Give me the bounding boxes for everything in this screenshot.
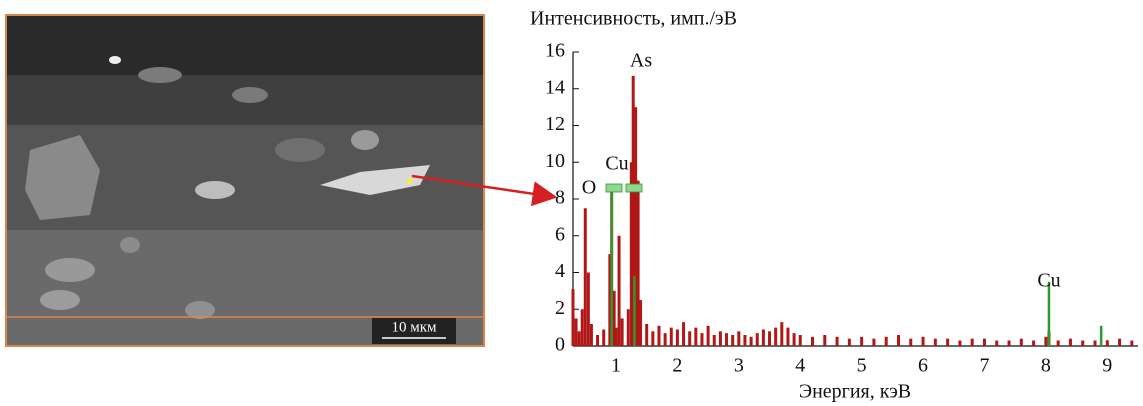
y-tick-label: 12 [545,113,565,135]
peak-label: O [582,177,596,199]
scale-bar-label: 10 мкм [391,319,437,335]
x-tick-label: 6 [918,355,928,377]
peak-tag [626,184,642,192]
x-tick-label: 8 [1041,355,1051,377]
y-axis-title: Интенсивность, имп./эВ [530,8,737,30]
x-tick-label: 1 [611,355,621,377]
x-axis-title: Энергия, кэВ [799,381,911,403]
x-tick-label: 5 [857,355,867,377]
x-tick-label: 2 [672,355,682,377]
y-tick-label: 10 [545,150,565,172]
x-tick-label: 4 [795,355,805,377]
x-tick-label: 7 [979,355,989,377]
x-tick-label: 9 [1102,355,1112,377]
peak-label: As [630,50,652,72]
y-tick-label: 6 [555,223,565,245]
y-tick-label: 0 [555,334,565,356]
y-tick-label: 16 [545,40,565,62]
chart: 10 мкм Интенсивность, имп./эВ Энергия, к… [0,0,1143,406]
peak-tag [606,184,622,192]
peak-label: Cu [605,153,628,175]
y-tick-label: 14 [545,76,565,98]
peak-label: Cu [1037,270,1060,292]
micrograph: 10 мкм [6,15,484,346]
figure: 10 мкм Интенсивность, имп./эВ Энергия, к… [0,0,1143,406]
x-tick-label: 3 [734,355,744,377]
y-tick-label: 8 [555,187,565,209]
y-tick-label: 2 [555,297,565,319]
y-tick-label: 4 [555,260,565,282]
